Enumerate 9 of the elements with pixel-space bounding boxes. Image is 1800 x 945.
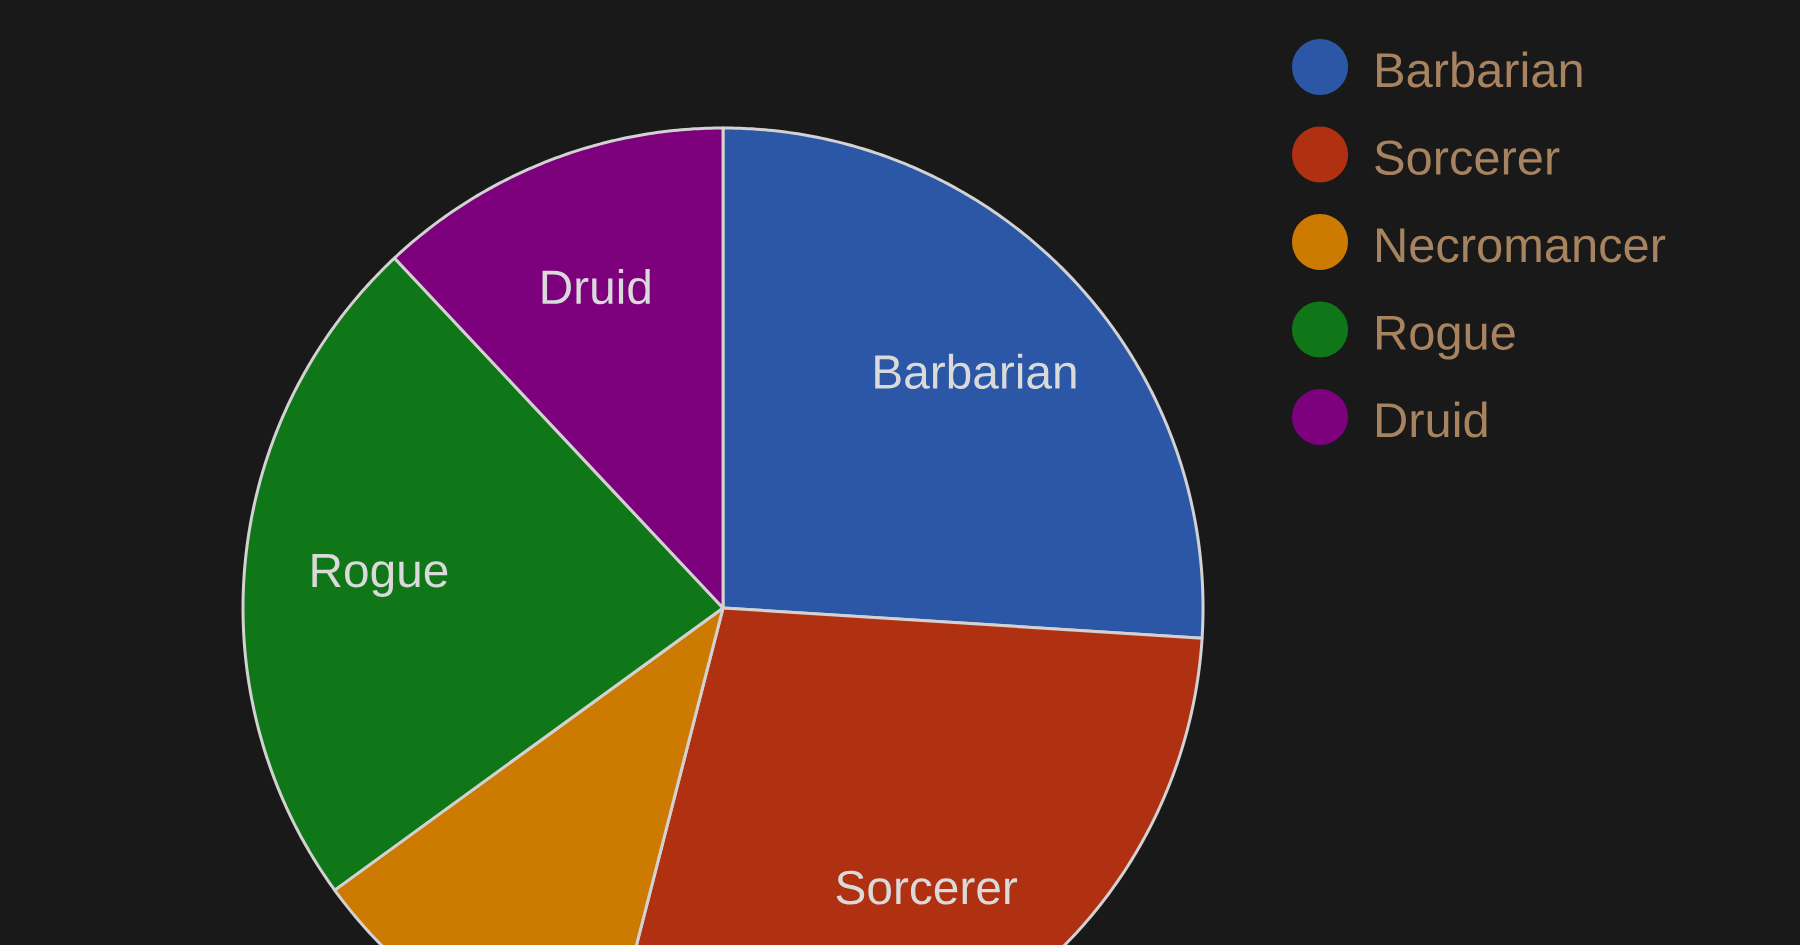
legend-label: Sorcerer [1375,140,1560,175]
data-label: Druid [542,269,650,305]
legend-label: Necromancer [1377,228,1666,263]
legend-label: Rogue [1377,315,1515,360]
data-label: Rogue [312,554,448,597]
data-label: Barbarian [875,353,1076,389]
legend-label: Barbarian [1377,51,1582,88]
legend-label: Druid [1377,401,1487,438]
data-label: Sorcerer [836,870,1018,905]
